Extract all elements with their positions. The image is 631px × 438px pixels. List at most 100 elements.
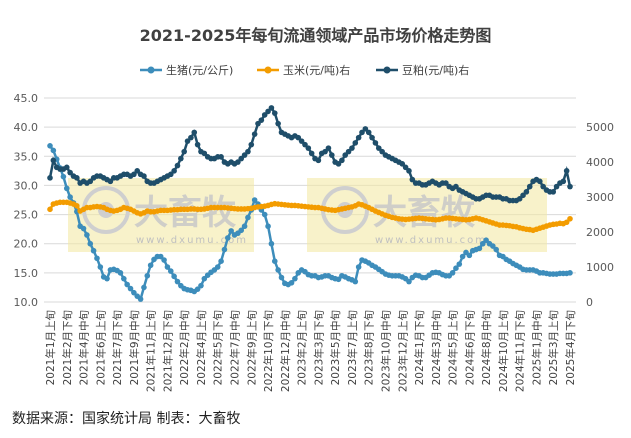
- data-point: [302, 141, 308, 148]
- data-point: [265, 223, 271, 230]
- data-point: [456, 261, 463, 267]
- y-right-tick-label: 0: [586, 296, 593, 309]
- data-point: [228, 228, 234, 234]
- data-point: [379, 148, 385, 155]
- x-tick-label: 2025年1月中旬: [530, 310, 543, 385]
- data-point: [453, 183, 459, 190]
- y-left-tick-label: 25.0: [14, 209, 39, 222]
- data-point: [178, 155, 184, 162]
- data-point: [248, 141, 255, 148]
- x-tick-label: 2022年4月上旬: [195, 310, 208, 385]
- y-left-tick-label: 10.0: [14, 296, 39, 309]
- data-point: [563, 219, 570, 226]
- x-tick-label: 2024年5月上旬: [447, 310, 460, 385]
- data-point: [275, 267, 281, 273]
- watermark-text: 大畜牧: [373, 193, 476, 233]
- data-point: [526, 183, 533, 190]
- data-point: [369, 134, 375, 141]
- data-point: [567, 270, 573, 276]
- data-point: [245, 214, 251, 221]
- data-point: [201, 275, 208, 282]
- data-point: [268, 105, 275, 111]
- x-tick-label: 2021年9月中旬: [128, 310, 141, 385]
- data-point: [238, 155, 245, 162]
- data-point: [265, 108, 271, 115]
- data-point: [520, 192, 526, 199]
- data-point: [325, 145, 332, 151]
- data-point: [335, 161, 342, 167]
- data-point: [194, 141, 201, 148]
- x-tick-label: 2021年2月下旬: [61, 310, 74, 385]
- x-tick-label: 2024年3月中旬: [430, 310, 443, 385]
- legend-item: 生猪(元/公斤): [140, 63, 233, 77]
- data-point: [490, 243, 496, 249]
- data-point: [406, 168, 412, 174]
- data-point: [104, 275, 110, 282]
- x-tick-label: 2024年6月下旬: [463, 310, 476, 385]
- x-tick-label: 2023年5月中旬: [329, 310, 342, 385]
- data-point: [479, 240, 486, 247]
- data-point: [117, 270, 124, 276]
- data-point: [550, 189, 557, 195]
- data-point: [560, 178, 567, 185]
- legend-item: 玉米(元/吨)右: [257, 63, 350, 77]
- data-point: [359, 129, 365, 136]
- data-point: [50, 157, 57, 164]
- y-right-tick-label: 1000: [586, 261, 614, 274]
- data-point: [131, 289, 137, 296]
- data-point: [121, 275, 127, 282]
- data-point: [295, 134, 302, 141]
- data-point: [241, 152, 248, 158]
- data-point: [288, 279, 295, 286]
- data-point: [483, 237, 489, 244]
- data-point: [47, 206, 53, 213]
- data-point: [258, 117, 265, 123]
- data-point: [466, 252, 473, 259]
- data-point: [188, 134, 194, 141]
- x-tick-label: 2023年7月上旬: [346, 310, 359, 385]
- data-point: [567, 183, 573, 190]
- data-point: [97, 264, 104, 270]
- data-point: [540, 183, 546, 190]
- data-point: [238, 227, 245, 234]
- legend-marker-icon: [383, 66, 391, 74]
- data-point: [339, 157, 345, 164]
- data-point: [134, 168, 141, 174]
- data-point: [167, 268, 174, 274]
- data-point: [87, 178, 94, 185]
- data-point: [352, 278, 359, 285]
- x-tick-label: 2021年7月下旬: [111, 310, 124, 385]
- data-point: [563, 168, 570, 174]
- x-tick-label: 2022年5月下旬: [212, 310, 225, 385]
- data-point: [107, 178, 114, 185]
- data-point: [164, 264, 171, 270]
- data-point: [278, 274, 285, 281]
- data-point: [516, 196, 523, 202]
- x-tick-label: 2022年7月中旬: [229, 310, 242, 385]
- data-point: [198, 282, 204, 289]
- data-point: [255, 120, 261, 127]
- data-point: [141, 173, 147, 179]
- data-point: [80, 225, 87, 232]
- data-point: [271, 258, 278, 265]
- data-point: [124, 281, 130, 288]
- data-point: [144, 272, 151, 279]
- data-point: [553, 183, 560, 190]
- data-point: [67, 194, 73, 200]
- data-point: [315, 157, 322, 164]
- data-point: [184, 138, 191, 144]
- x-tick-label: 2024年8月中旬: [480, 310, 493, 385]
- x-tick-label: 2022年2月中旬: [178, 310, 191, 385]
- x-tick-label: 2021年6月上旬: [94, 310, 107, 385]
- y-left-tick-label: 15.0: [14, 267, 39, 280]
- y-left-tick-label: 45.0: [14, 92, 39, 105]
- data-point: [50, 147, 57, 154]
- data-point: [147, 262, 154, 269]
- data-point: [63, 185, 70, 192]
- data-point: [218, 258, 224, 265]
- x-tick-label: 2023年8月下旬: [363, 310, 376, 385]
- data-point: [194, 286, 201, 292]
- data-point: [308, 150, 315, 157]
